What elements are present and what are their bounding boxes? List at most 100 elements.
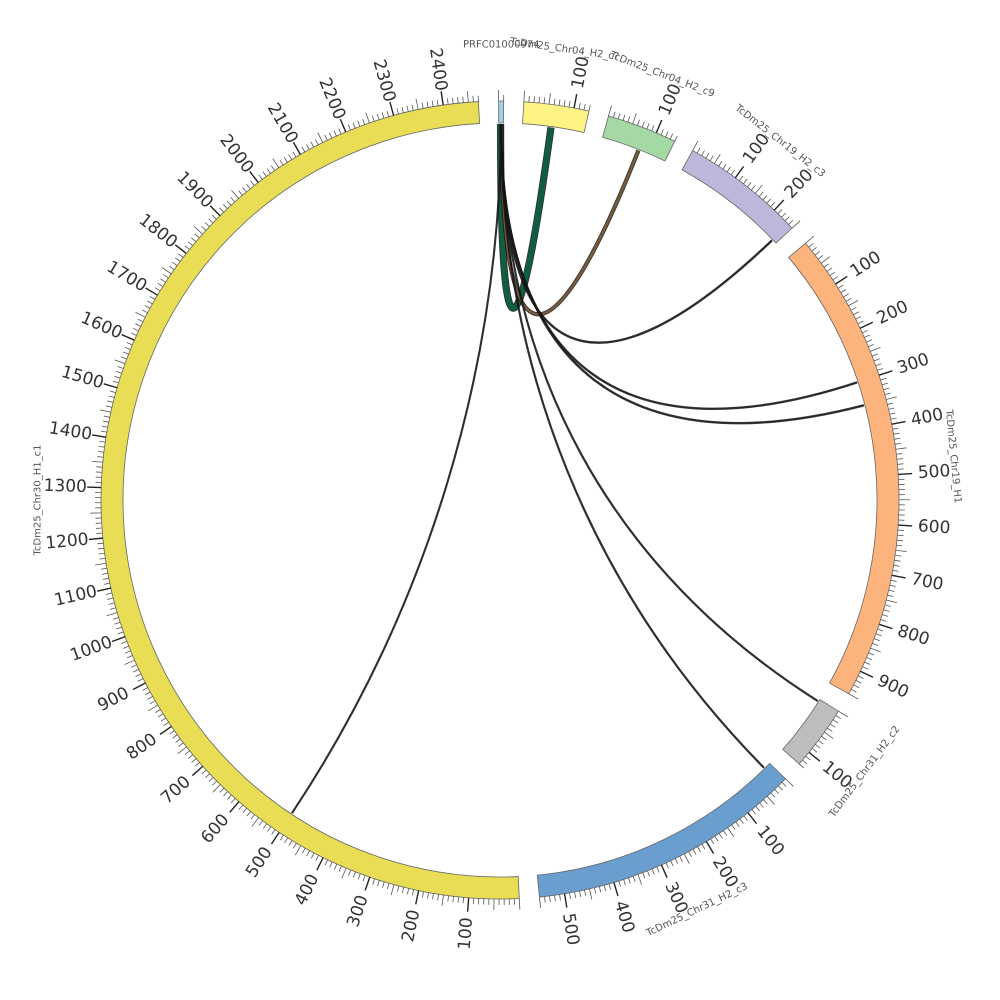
tick-mark [893, 564, 900, 567]
tick-mark [882, 614, 889, 617]
tick-mark [250, 180, 255, 186]
tick-mark [835, 275, 848, 285]
tick-mark [437, 894, 439, 901]
tick-mark [242, 807, 247, 814]
tick-mark [371, 115, 375, 122]
segment-tcdm25-chr04-h2-c9 [602, 115, 676, 162]
tick-mark [159, 725, 172, 735]
tick-mark [766, 796, 775, 805]
tick-label-tcdm25-chr30-h1-c1-1300: 1300 [43, 476, 87, 497]
tick-mark [112, 617, 119, 620]
tick-mark [897, 534, 904, 537]
tick-mark [238, 190, 243, 196]
tick-mark [894, 559, 901, 562]
tick-mark [422, 891, 424, 898]
tick-mark [774, 789, 780, 795]
tick-mark [123, 645, 129, 649]
tick-label-tcdm25-chr19-h1-500: 500 [917, 461, 951, 483]
tick-mark [718, 833, 723, 839]
tick-mark [692, 140, 699, 151]
tick-mark [178, 253, 184, 258]
tick-mark [883, 387, 890, 391]
tick-label-tcdm25-chr30-h1-c1-500: 500 [242, 843, 277, 881]
tick-mark [208, 777, 214, 782]
tick-mark [262, 823, 268, 829]
segment-tcdm25-chr31-h2-c2 [782, 699, 840, 765]
tick-mark [246, 811, 251, 817]
tick-mark [646, 123, 650, 130]
tick-mark [627, 116, 631, 123]
tick-mark [593, 887, 597, 894]
tick-mark [88, 537, 103, 541]
tick-mark [743, 815, 748, 821]
tick-mark [452, 97, 454, 104]
tick-mark [890, 417, 897, 420]
tick-mark [603, 885, 607, 892]
tick-mark [710, 838, 715, 845]
tick-mark [436, 99, 439, 106]
tick-mark [660, 864, 668, 878]
tick-mark [188, 754, 194, 759]
tick-mark [102, 420, 109, 423]
tick-mark [279, 159, 284, 166]
tick-mark [288, 840, 293, 846]
tick-mark [292, 842, 297, 849]
tick-mark [194, 762, 200, 767]
tick-mark [121, 333, 135, 341]
tick-mark [589, 888, 593, 900]
tick-mark [843, 293, 849, 298]
tick-mark [613, 882, 619, 897]
tick-mark [655, 119, 663, 134]
tick-mark [109, 607, 116, 610]
tick-mark [754, 184, 763, 194]
tick-mark [157, 713, 164, 718]
tick-mark [637, 874, 643, 885]
tick-mark [870, 647, 881, 653]
tick-mark [266, 168, 271, 174]
tick-mark [832, 276, 838, 281]
tick-mark [105, 405, 113, 408]
tick-mark [886, 599, 898, 604]
tick-mark [204, 222, 210, 227]
tick-mark [121, 641, 128, 644]
tick-label-tcdm25-chr30-h1-c1-400: 400 [291, 871, 323, 909]
segment-tcdm25-chr19-h1 [788, 242, 900, 695]
tick-mark [283, 157, 288, 163]
tick-mark [148, 704, 158, 712]
tick-mark [362, 118, 366, 125]
tick-mark [850, 306, 857, 311]
tick-mark [887, 402, 894, 405]
tick-mark [270, 831, 280, 845]
tick-mark [201, 225, 207, 231]
tick-mark [751, 809, 756, 815]
tick-mark [747, 182, 752, 188]
link-outline-7 [291, 123, 503, 814]
tick-mark [149, 700, 156, 705]
tick-mark [696, 147, 701, 154]
tick-mark [773, 199, 785, 211]
link-prfc01000974-to-tcdm25-chr04-h2-c [497, 123, 554, 311]
tick-mark [211, 214, 217, 220]
tick-mark [431, 100, 434, 107]
tick-mark [864, 661, 871, 665]
tick-mark [466, 897, 470, 912]
tick-mark [618, 880, 621, 887]
tick-mark [191, 758, 197, 763]
tick-mark [154, 287, 161, 292]
tick-mark [875, 363, 882, 367]
tick-mark [124, 659, 135, 665]
tick-mark [163, 721, 169, 726]
tick-mark [723, 830, 728, 836]
tick-mark [805, 755, 811, 761]
tick-mark [705, 152, 710, 159]
tick-mark [446, 98, 449, 105]
tick-mark [573, 94, 578, 109]
tick-mark [107, 597, 114, 600]
tick-mark [160, 717, 167, 722]
tick-label-tcdm25-chr30-h1-c1-300: 300 [343, 893, 372, 930]
tick-label-tcdm25-chr19-h1-200: 200 [874, 297, 912, 329]
tick-mark [97, 456, 104, 458]
tick-mark [324, 859, 328, 866]
tick-mark [338, 128, 342, 135]
links-layer [291, 123, 865, 814]
